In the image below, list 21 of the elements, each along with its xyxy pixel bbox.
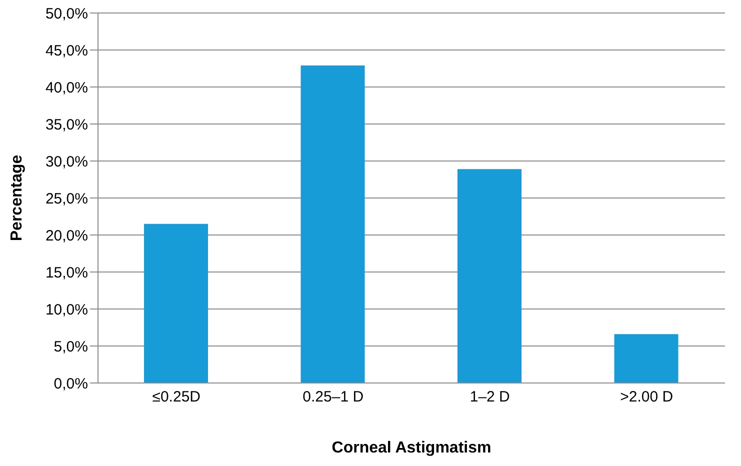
y-tick-label: 15,0%	[45, 264, 88, 282]
bar	[458, 169, 522, 383]
bar	[300, 66, 365, 383]
y-tick-label: 35,0%	[45, 116, 88, 134]
x-tick-label: 1–2 D	[470, 388, 510, 406]
y-tick-label: 40,0%	[45, 79, 88, 96]
y-tick-label: 5,0%	[54, 338, 88, 356]
y-axis-title: Percentage	[8, 154, 26, 242]
bar	[144, 224, 208, 383]
x-tick-label: 0.25–1 D	[302, 388, 364, 406]
y-tick-label: 20,0%	[45, 227, 88, 244]
x-axis-title: Corneal Astigmatism	[332, 439, 492, 456]
y-tick-label: 50,0%	[45, 5, 88, 22]
x-tick-label: ≤0.25D	[152, 388, 201, 406]
y-tick-label: 0,0%	[54, 375, 88, 392]
y-tick-label: 25,0%	[45, 190, 88, 208]
y-tick-label: 30,0%	[45, 153, 88, 170]
bar	[614, 334, 678, 383]
y-tick-label: 10,0%	[45, 301, 88, 318]
y-tick-label: 45,0%	[45, 42, 88, 60]
x-tick-label: >2.00 D	[620, 388, 674, 406]
